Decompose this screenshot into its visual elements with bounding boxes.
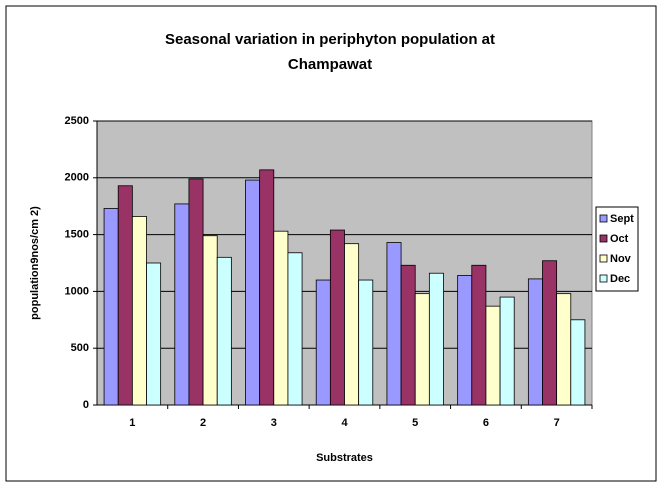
- bar: [315, 279, 331, 406]
- x-tick-label: 5: [412, 417, 418, 429]
- x-axis-label: Substrates: [316, 452, 373, 464]
- bar: [259, 169, 275, 406]
- x-tick-label: 6: [483, 417, 489, 429]
- bar: [329, 229, 345, 406]
- bar: [457, 275, 473, 406]
- bar: [570, 319, 586, 406]
- legend-label: Sept: [610, 213, 634, 225]
- bar: [216, 256, 232, 406]
- bar: [287, 252, 303, 406]
- bar: [414, 293, 430, 406]
- bar: [146, 262, 162, 406]
- bar: [273, 230, 289, 406]
- bar: [188, 178, 204, 406]
- bar: [131, 216, 147, 406]
- bar: [471, 264, 487, 406]
- x-tick-label: 2: [200, 417, 206, 429]
- bar: [386, 242, 402, 406]
- bar: [556, 293, 572, 406]
- bar: [117, 185, 133, 406]
- bar: [245, 179, 261, 406]
- x-tick-label: 7: [554, 417, 560, 429]
- legend-label: Dec: [610, 273, 630, 285]
- legend-swatch: [599, 274, 608, 283]
- legend-swatch: [599, 214, 608, 223]
- bar: [400, 264, 416, 406]
- bar: [103, 208, 119, 406]
- bar: [428, 272, 444, 406]
- bar: [527, 278, 543, 406]
- bar: [202, 235, 218, 406]
- bar: [485, 305, 501, 406]
- y-tick-label: 500: [71, 342, 89, 354]
- bar: [499, 296, 515, 406]
- x-tick-label: 3: [271, 417, 277, 429]
- x-tick-label: 4: [341, 417, 348, 429]
- legend-label: Nov: [610, 253, 632, 265]
- bar: [358, 279, 374, 406]
- legend-label: Oct: [610, 233, 629, 245]
- y-axis-label: population9nos/cm 2): [29, 206, 41, 320]
- bar: [542, 260, 558, 406]
- y-tick-label: 2000: [65, 172, 89, 184]
- legend-swatch: [599, 234, 608, 243]
- chart-title: Seasonal variation in periphyton populat…: [164, 31, 496, 73]
- bar: [344, 243, 360, 406]
- legend-swatch: [599, 254, 608, 263]
- y-tick-label: 2500: [65, 115, 89, 127]
- y-tick-label: 0: [83, 399, 89, 411]
- x-tick-label: 1: [129, 417, 135, 429]
- y-tick-label: 1500: [65, 229, 89, 241]
- bar: [174, 203, 190, 406]
- y-tick-label: 1000: [65, 285, 89, 297]
